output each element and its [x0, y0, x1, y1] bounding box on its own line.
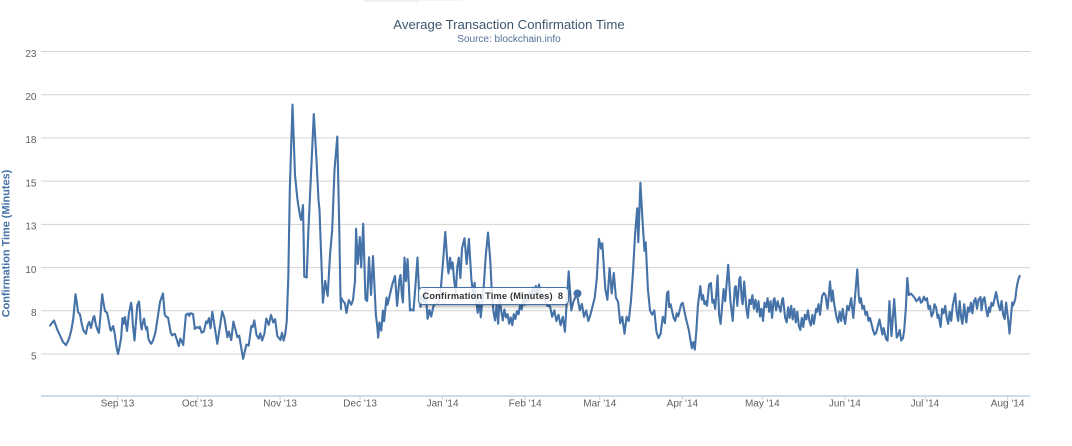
svg-text:May '14: May '14: [745, 399, 780, 410]
svg-text:Apr '14: Apr '14: [667, 399, 699, 410]
svg-text:10: 10: [25, 265, 37, 276]
svg-text:Sep '13: Sep '13: [101, 399, 135, 410]
svg-text:Aug '14: Aug '14: [991, 399, 1025, 410]
svg-text:Source: blockchain.info: Source: blockchain.info: [457, 34, 561, 45]
svg-text:Feb '14: Feb '14: [509, 399, 542, 410]
svg-text:Jun '14: Jun '14: [829, 399, 861, 410]
svg-text:Dec '13: Dec '13: [343, 399, 377, 410]
svg-text:20: 20: [25, 92, 37, 103]
svg-text:Mar '14: Mar '14: [583, 399, 616, 410]
svg-text:18: 18: [25, 135, 37, 146]
svg-text:8: 8: [31, 308, 37, 319]
svg-text:23: 23: [25, 49, 37, 60]
svg-text:Average Transaction Confirmati: Average Transaction Confirmation Time: [393, 17, 624, 32]
svg-text:Nov '13: Nov '13: [263, 399, 297, 410]
svg-text:Jan '14: Jan '14: [427, 399, 459, 410]
svg-text:15: 15: [25, 178, 37, 189]
svg-text:13: 13: [25, 222, 37, 233]
svg-text:Oct '13: Oct '13: [182, 399, 214, 410]
svg-text:Jul '14: Jul '14: [911, 399, 940, 410]
svg-text:5: 5: [31, 351, 37, 362]
svg-text:Confirmation Time (Minutes): Confirmation Time (Minutes): [1, 169, 13, 317]
